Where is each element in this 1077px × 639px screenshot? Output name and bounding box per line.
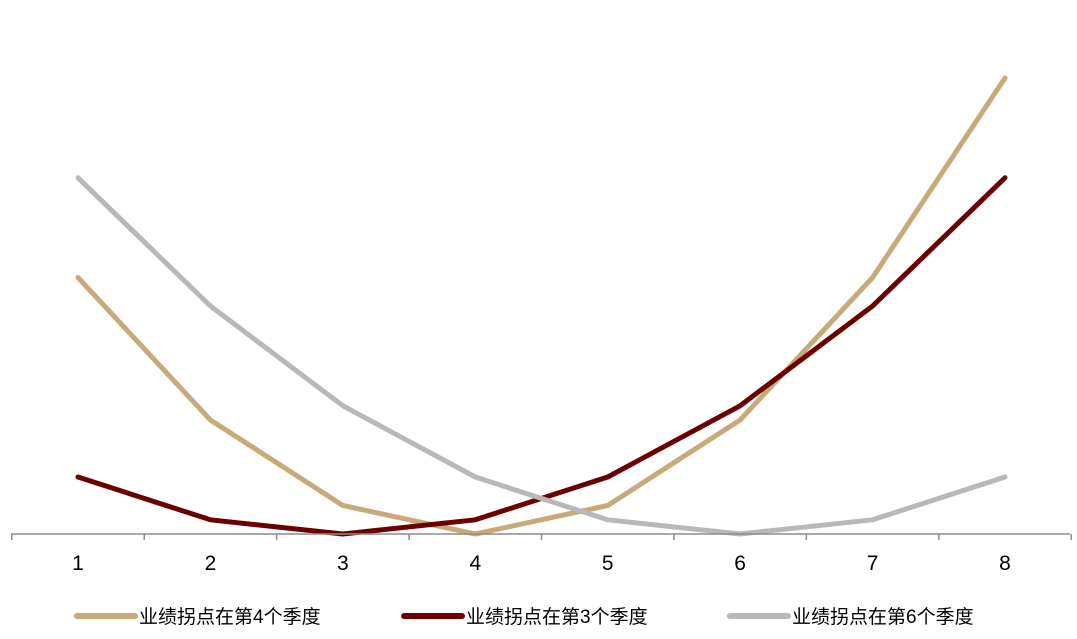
x-tick-label: 6 [734,552,746,575]
series-line-2 [75,175,1008,537]
x-tick-label: 5 [602,552,614,575]
x-tick-label: 1 [72,552,84,575]
legend-label: 业绩拐点在第3个季度 [466,606,648,628]
legend-label: 业绩拐点在第6个季度 [792,606,974,628]
series-layer [75,75,1008,537]
x-tick-label: 4 [469,552,481,575]
x-tick-label: 2 [205,552,217,575]
x-tick-label: 3 [337,552,349,575]
x-axis: 1 2 3 4 5 6 7 8 [11,533,1072,575]
legend-label: 业绩拐点在第4个季度 [139,606,321,628]
series-line-3 [75,175,1008,537]
x-tick-label: 8 [999,552,1011,575]
legend: 业绩拐点在第4个季度 业绩拐点在第3个季度 业绩拐点在第6个季度 [74,606,974,628]
series-line-1 [75,75,1008,537]
x-tick-label: 7 [867,552,879,575]
